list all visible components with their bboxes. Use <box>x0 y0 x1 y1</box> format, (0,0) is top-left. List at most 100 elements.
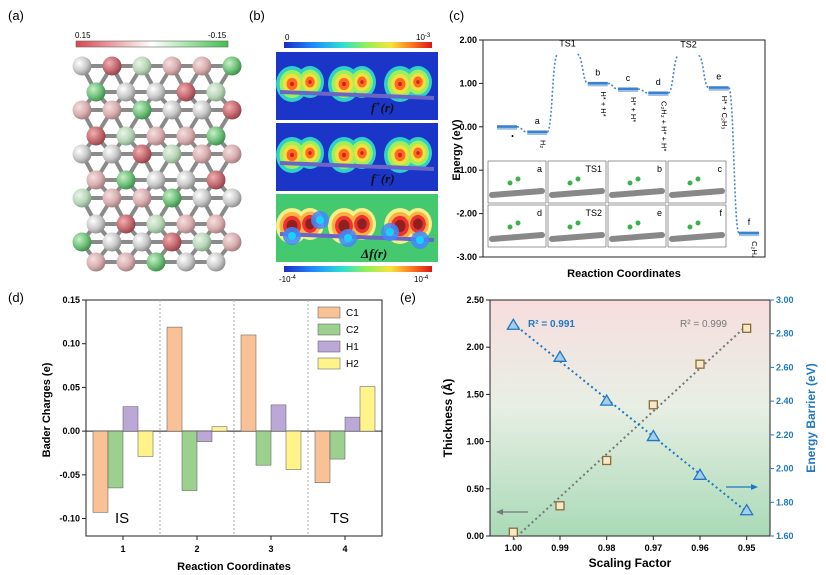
bar-c2 <box>255 430 272 466</box>
panel-a: 0.15 -0.15 <box>72 31 242 272</box>
arrow-left-head <box>496 509 503 515</box>
scale-b-bottom-left-base: -10 <box>279 275 291 284</box>
label-f-minus: f−(r) <box>371 170 395 186</box>
x-axis-label-d: Reaction Coordinates <box>177 561 291 573</box>
panel-c-energy-profile: -3.00 -2.00 -1.00 0.00 1.00 2.00 Energy (eV) Re… <box>451 35 766 280</box>
atom <box>222 232 242 252</box>
panel-label-b: (b) <box>249 8 265 23</box>
atom <box>206 170 226 190</box>
point-energy-barrier <box>739 503 754 516</box>
density-lobe <box>360 151 364 155</box>
label-delta-f-arg: (r) <box>373 246 387 261</box>
y-tick-label-d: 0.15 <box>62 295 80 305</box>
x-tick-label-e: 1.00 <box>505 543 523 553</box>
scale-b-bottom-right: 10-4 <box>414 275 429 284</box>
point-thickness <box>695 359 705 369</box>
atom <box>146 82 166 102</box>
state-species: H* + C₂H₃ <box>720 96 729 130</box>
inset-adsorbate <box>567 180 573 186</box>
atom <box>146 214 166 234</box>
inset-adsorbate <box>567 224 573 230</box>
atom <box>162 232 182 252</box>
y-tick-label-c: -3.00 <box>456 252 477 262</box>
atom <box>146 126 166 146</box>
panel-label-c: (c) <box>449 8 464 23</box>
density-lobe <box>342 152 346 158</box>
state-species: • <box>508 135 517 138</box>
bar-c1 <box>240 334 257 432</box>
atom <box>192 144 212 164</box>
x-tick-label-e: 0.98 <box>598 543 616 553</box>
atom <box>132 144 152 164</box>
y-tick-label-d: 0.10 <box>62 339 80 349</box>
state-label: a <box>535 116 540 126</box>
density-lobe-negative-core <box>386 228 394 236</box>
panel-label-a: (a) <box>8 8 24 23</box>
y-tick-label-e-right: 2.40 <box>776 396 794 406</box>
atom <box>192 188 212 208</box>
y-tick-label-e-right: 2.80 <box>776 329 794 339</box>
inset-surface <box>669 232 725 242</box>
atomic-lattice <box>72 56 242 272</box>
density-lobe <box>342 81 346 87</box>
y-tick-label-e-left: 1.50 <box>466 389 484 399</box>
point-energy-barrier <box>692 468 708 480</box>
legend-label: H1 <box>346 342 359 353</box>
inset-surface <box>549 188 605 198</box>
x-tick-label-d: 1 <box>120 544 125 554</box>
inset-surface <box>489 232 545 242</box>
molecule-backbone <box>279 90 435 100</box>
inset-adsorbate <box>627 224 633 230</box>
point-thickness <box>555 501 565 511</box>
scale-b-top-left: 0 <box>285 33 290 42</box>
density-lobe-negative-core <box>316 216 324 224</box>
label-f-plus-arg: (r) <box>380 100 394 115</box>
y-tick-label-e-right: 1.60 <box>776 531 794 541</box>
x-tick-label-d: 2 <box>194 544 199 554</box>
atom <box>206 252 226 272</box>
atom <box>206 126 226 146</box>
atom <box>192 56 212 76</box>
bar-h1 <box>196 430 213 442</box>
panel-b: 0 10-3 f+(r) f−(r) Δf(r) -10-4 10-4 <box>276 33 438 284</box>
r2-left: R² = 0.991 <box>528 319 575 330</box>
atom <box>102 56 122 76</box>
bar-c1 <box>314 430 331 483</box>
atom <box>206 82 226 102</box>
atom <box>86 214 106 234</box>
density-lobe <box>290 152 294 158</box>
bar-c1 <box>92 430 109 513</box>
atom <box>176 82 196 102</box>
density-lobe <box>308 151 312 155</box>
annotation-is: IS <box>115 510 129 527</box>
inset-surface <box>609 232 665 242</box>
state-species: C₂H₂ + H* + H* <box>659 101 668 152</box>
atom <box>132 100 152 120</box>
label-f-minus-fn: f <box>371 171 377 186</box>
y-tick-label-e-right: 1.80 <box>776 497 794 507</box>
atom <box>72 100 92 120</box>
atom <box>176 252 196 272</box>
y-tick-label-d: 0.05 <box>62 382 80 392</box>
state-species: H₂ <box>538 140 547 148</box>
y-axis-label-e-left: Thickness (Å) <box>440 379 455 458</box>
x-tick-label-d: 3 <box>268 544 273 554</box>
label-f-plus: f+(r) <box>371 99 394 115</box>
bar-c2 <box>329 430 346 460</box>
y-tick-label-c: -1.00 <box>456 165 477 175</box>
density-lobe <box>416 151 420 155</box>
density-lobe <box>290 81 294 87</box>
atom <box>146 170 166 190</box>
atom <box>132 56 152 76</box>
path-segment <box>607 82 619 90</box>
y-tick-label-c: 1.00 <box>459 78 477 88</box>
atom <box>192 232 212 252</box>
y-tick-label-e-right: 3.00 <box>776 295 794 305</box>
atom <box>116 252 136 272</box>
bar-h2 <box>137 430 154 457</box>
y-axis-label-e-right: Energy Barrier (eV) <box>804 363 818 472</box>
atom <box>132 188 152 208</box>
inset-adsorbate <box>635 176 641 182</box>
atom <box>102 188 122 208</box>
panel-e-scaling: 0.00 0.50 1.00 1.50 2.00 2.50 1.60 1.80 2.00 2.20… <box>440 295 818 570</box>
